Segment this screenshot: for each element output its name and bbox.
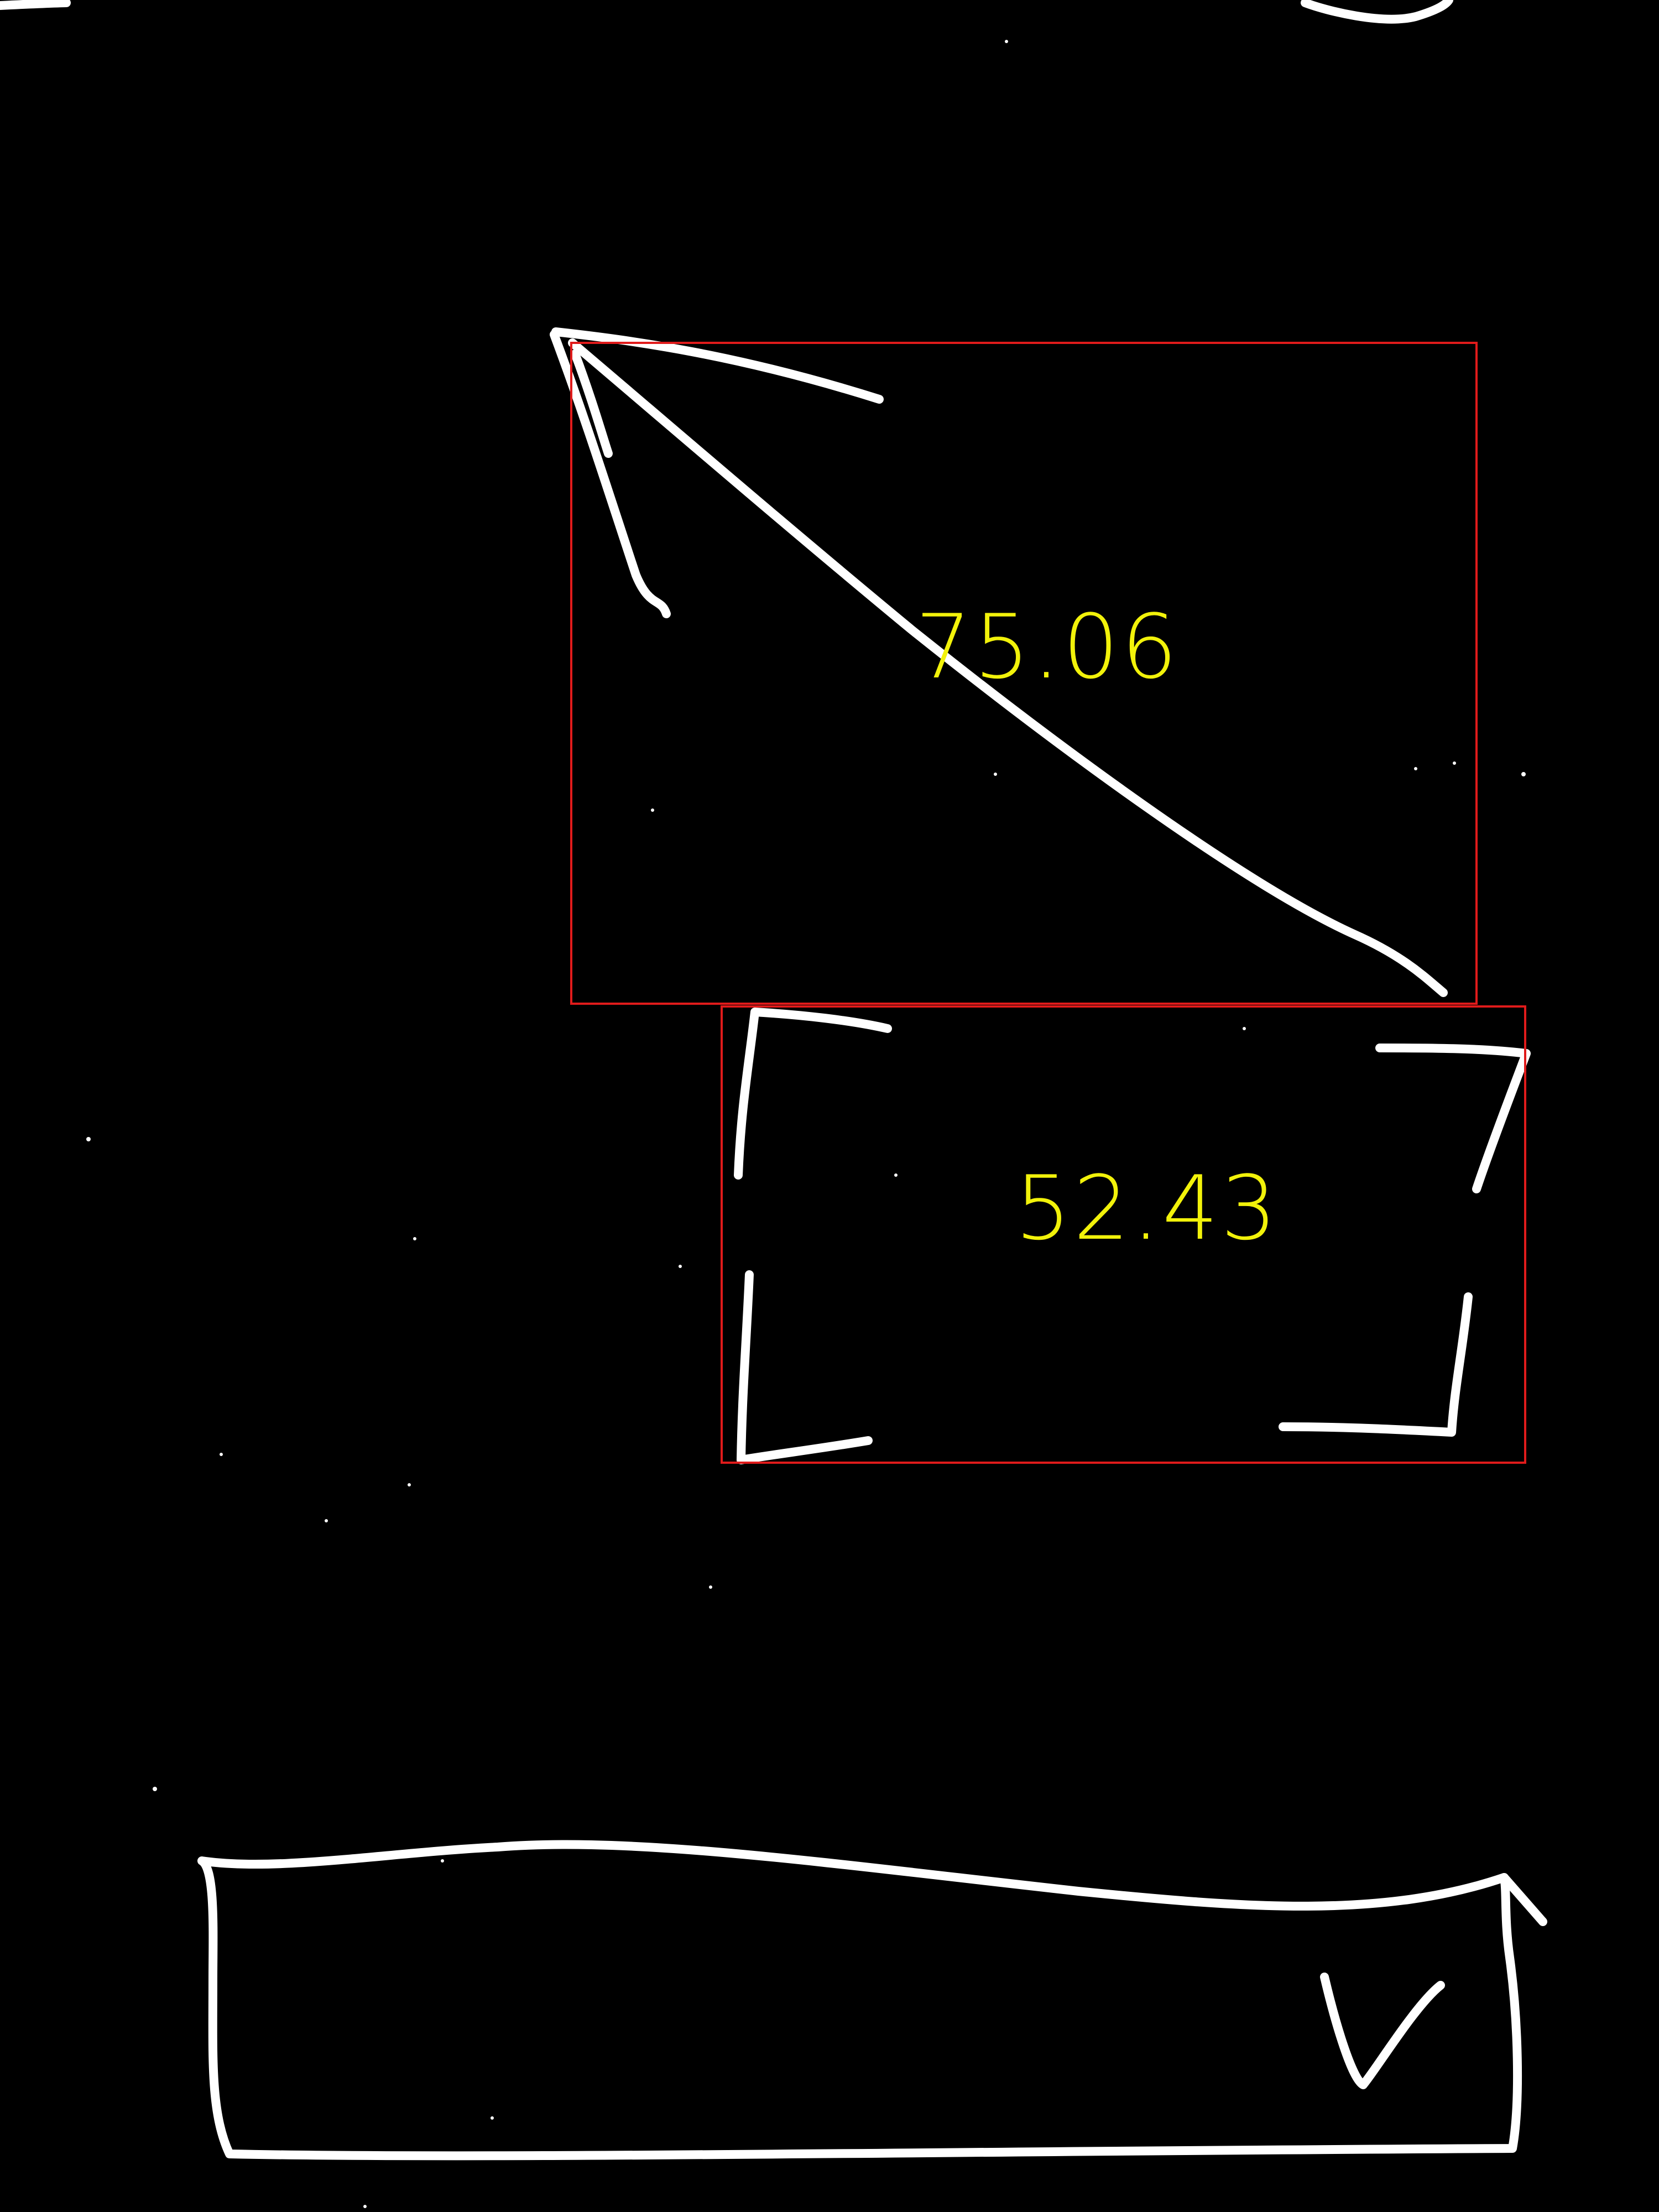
- arrow-head-upper: [551, 327, 884, 404]
- corner-bottom-left: [737, 1270, 873, 1464]
- detection-overlays: [570, 342, 1526, 1464]
- arrow-sketch[interactable]: [550, 327, 1448, 997]
- arrow-shaft: [568, 338, 1448, 997]
- arrow-head-lower: [550, 330, 671, 618]
- dropdown-right-edge-tick: [1500, 1873, 1547, 1926]
- top-edge-strokes: [0, 0, 1453, 24]
- noise-specks: [86, 40, 1526, 2208]
- dropdown-sketch[interactable]: [197, 1840, 1547, 2161]
- image-placeholder-detection-box: [721, 1005, 1526, 1464]
- arrow-head-lower-inner: [571, 349, 613, 458]
- detection-scores: 75.06 52.43: [915, 595, 1279, 1260]
- dropdown-box: [197, 1840, 1522, 2161]
- corner-top-right: [1375, 1044, 1531, 1193]
- arrow-detection-box: [570, 342, 1478, 1005]
- arrow-score-label: 75.06: [915, 595, 1180, 698]
- chevron-down-icon: [1320, 1973, 1445, 2089]
- image-placeholder-score-label: 52.43: [1015, 1156, 1279, 1260]
- corner-top-left: [734, 1008, 892, 1180]
- corner-bottom-right: [1279, 1292, 1473, 1437]
